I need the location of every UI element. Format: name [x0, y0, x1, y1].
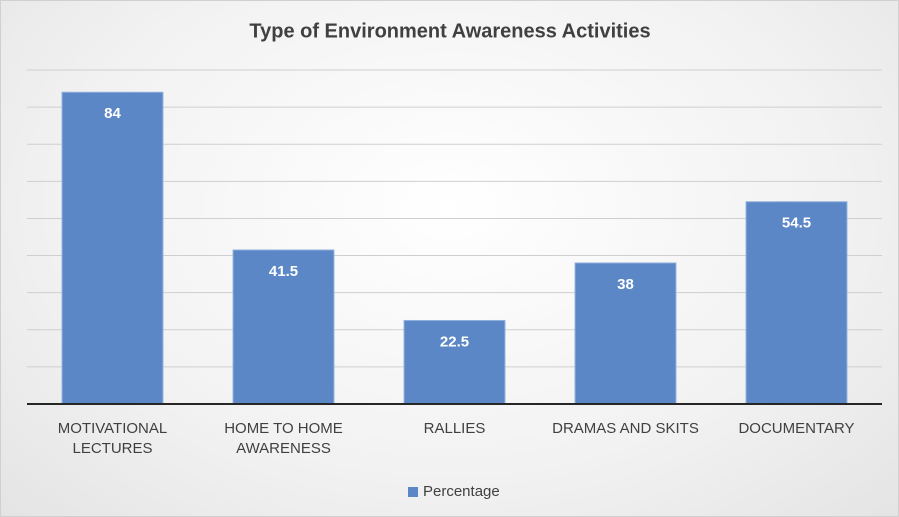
bar: [403, 320, 506, 405]
x-tick-label: MOTIVATIONAL LECTURES: [57, 420, 168, 457]
data-label: 41.5: [269, 263, 298, 280]
data-label: 54.5: [782, 215, 811, 232]
x-tick-label: DRAMAS AND SKITS: [552, 420, 699, 437]
legend-label: Percentage: [423, 483, 500, 500]
chart-title: Type of Environment Awareness Activities: [249, 20, 650, 42]
data-label: 38: [617, 276, 634, 293]
x-tick-label: DOCUMENTARY: [738, 420, 855, 437]
bar: [61, 91, 164, 405]
data-label: 84: [104, 105, 121, 122]
x-tick-label: HOME TO HOME AWARENESS: [224, 420, 343, 457]
data-label: 22.5: [440, 333, 469, 350]
legend-swatch: [408, 487, 418, 497]
bar: [574, 262, 677, 405]
bar: [232, 249, 335, 405]
x-tick-label: RALLIES: [423, 420, 486, 437]
bar: [745, 201, 848, 405]
